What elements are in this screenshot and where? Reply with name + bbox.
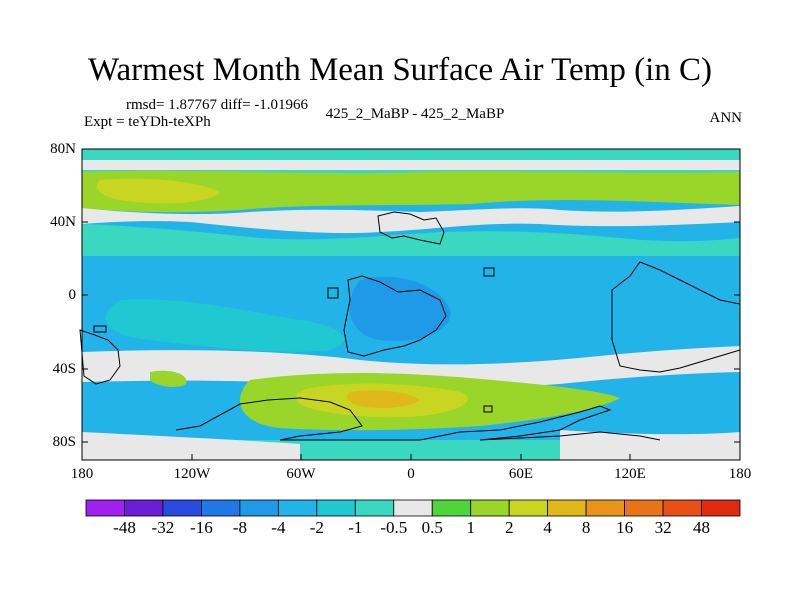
lat-label-40s: 40S: [52, 361, 76, 377]
land-outlines: [79, 211, 741, 441]
colorbar-label-12: 8: [581, 518, 591, 537]
region-arctic-zero: [82, 160, 740, 170]
colorbar-label-13: 16: [616, 518, 634, 537]
colorbar-label-5: -2: [309, 518, 324, 537]
region-north-cool-band: [82, 224, 740, 256]
outline-island-1: [327, 287, 339, 299]
colorbar-box-1: [124, 499, 164, 517]
region-south-zero-band: [82, 346, 740, 388]
colorbar-label-15: 48: [693, 518, 710, 537]
stats-label: rmsd= 1.87767 diff= -1.01966: [126, 97, 309, 113]
region-tropics-cyan: [105, 299, 345, 352]
outline-south-america: [79, 329, 121, 385]
region-north-zero-band: [82, 206, 740, 234]
colorbar-box-0: [85, 499, 125, 517]
colorbar-box-4: [239, 499, 279, 517]
colorbar-label-1: -32: [151, 518, 175, 537]
colorbar-label-9: 1: [466, 518, 475, 537]
lon-label-60e: 60E: [508, 466, 534, 482]
colorbar-label-10: 2: [504, 518, 514, 537]
colorbar-label-11: 4: [543, 518, 552, 537]
colorbar-label-0: -48: [113, 518, 136, 537]
region-north-warm-band: [82, 170, 740, 213]
outline-island-2: [483, 267, 495, 277]
outline-africa-europe: [377, 211, 445, 245]
colorbar-box-13: [585, 499, 625, 517]
colorbar-label-3: -8: [232, 518, 247, 537]
colorbar-box-16: [701, 499, 741, 517]
map-title: Warmest Month Mean Surface Air Temp (in …: [87, 52, 713, 88]
colorbar-box-9: [431, 499, 472, 517]
colorbar-box-14: [624, 499, 664, 517]
lon-label-180w: 180: [70, 466, 94, 482]
outline-antarctica: [175, 397, 661, 441]
lon-label-120e: 120E: [614, 466, 646, 482]
colorbar-box-12: [547, 499, 587, 517]
outline-island-3: [93, 325, 107, 333]
lon-label-0: 0: [407, 466, 415, 482]
axis-ticks: [82, 148, 740, 460]
region-west-warm-patch: [150, 370, 187, 387]
colorbar-label-2: -16: [190, 518, 213, 537]
lon-label-180e: 180: [728, 466, 752, 482]
region-south-hot-core: [346, 390, 420, 408]
colorbar-boxes: [85, 499, 741, 517]
region-north-warm-patch-west: [96, 178, 220, 204]
colorbar-label-14: 32: [654, 518, 672, 537]
map-fill: [82, 149, 740, 460]
lat-label-80s: 80S: [52, 434, 76, 450]
outline-africa: [343, 275, 447, 357]
colorbar-label-4: -4: [271, 518, 286, 537]
region-south-edge-zero: [82, 432, 300, 460]
period-label: ANN: [709, 110, 743, 126]
lon-label-120w: 120W: [173, 466, 211, 482]
outline-island-4: [483, 405, 493, 413]
colorbar-label-8: 0.5: [421, 518, 443, 537]
lat-label-0: 0: [68, 287, 77, 303]
colorbar-box-2: [162, 499, 202, 517]
lat-label-80n: 80N: [50, 141, 76, 157]
case-label: 425_2_MaBP - 425_2_MaBP: [325, 106, 505, 122]
lat-label-40n: 40N: [50, 214, 76, 230]
colorbar-box-8: [393, 499, 433, 517]
colorbar-box-10: [470, 499, 510, 517]
colorbar-label-7: -0.5: [380, 518, 408, 537]
lon-label-60w: 60W: [286, 466, 316, 482]
colorbar-box-6: [316, 499, 356, 517]
colorbar-box-7: [354, 499, 395, 517]
colorbar-box-5: [277, 499, 318, 517]
colorbar-box-3: [201, 499, 241, 517]
region-south-edge-zero-east: [560, 430, 740, 460]
colorbar-label-6: -1: [348, 518, 363, 537]
experiment-label: Expt = teYDh-teXPh: [84, 114, 211, 130]
colorbar-box-11: [508, 499, 549, 517]
colorbar-box-15: [662, 499, 702, 517]
